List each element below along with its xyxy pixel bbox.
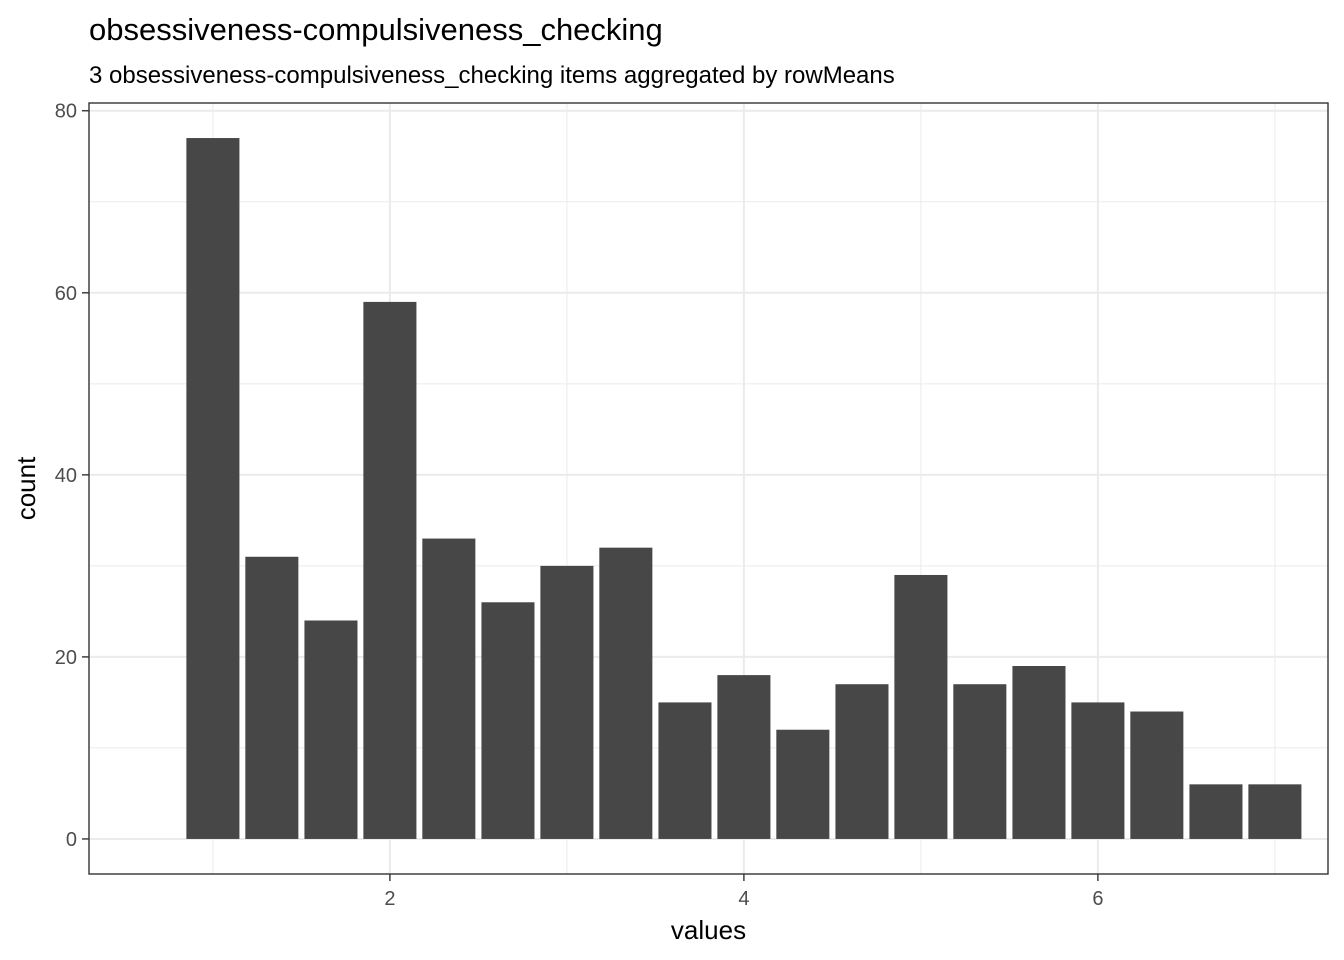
x-tick-label: 6: [1092, 888, 1103, 910]
bar: [599, 547, 653, 839]
y-tick-label: 60: [55, 283, 77, 305]
bar: [1189, 784, 1243, 839]
bar: [304, 620, 358, 839]
bar: [186, 138, 240, 839]
bar: [540, 565, 594, 839]
bar: [1130, 711, 1184, 839]
bar: [894, 574, 948, 839]
bar: [658, 702, 712, 839]
x-tick-label: 2: [384, 888, 395, 910]
bar: [776, 729, 830, 839]
bar: [953, 684, 1007, 839]
y-axis-ticks: 0 20 40 60 80: [55, 101, 89, 851]
bar: [835, 684, 889, 839]
x-axis-ticks: 2 4 6: [384, 874, 1103, 910]
y-axis-title: count: [11, 456, 41, 520]
bar: [363, 301, 417, 839]
bar: [1012, 666, 1066, 839]
y-tick-label: 0: [66, 829, 77, 851]
bar: [717, 675, 771, 839]
y-tick-label: 40: [55, 465, 77, 487]
chart-title: obsessiveness-compulsiveness_checking: [89, 12, 663, 47]
y-tick-label: 80: [55, 101, 77, 123]
y-tick-label: 20: [55, 647, 77, 669]
bar: [245, 556, 299, 839]
plot-border: [88, 102, 1329, 875]
bar: [1071, 702, 1125, 839]
bar: [1248, 784, 1302, 839]
bar: [481, 602, 535, 839]
bar: [422, 538, 476, 839]
bars: [186, 138, 1302, 839]
x-tick-label: 4: [738, 888, 749, 910]
x-axis-title: values: [671, 915, 746, 945]
chart-subtitle: 3 obsessiveness-compulsiveness_checking …: [89, 62, 895, 89]
